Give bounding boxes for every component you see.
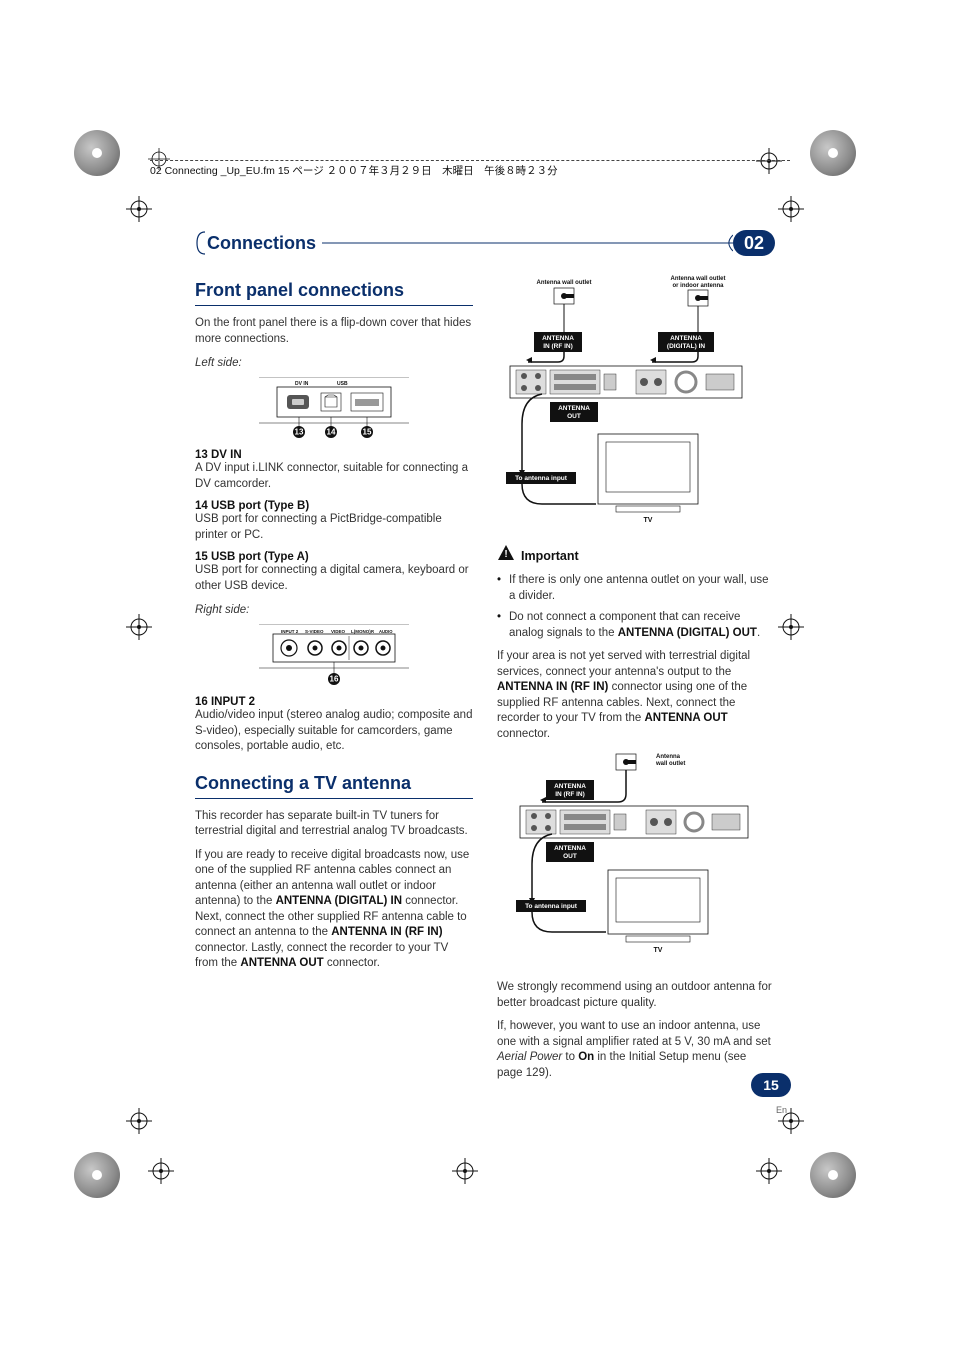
svg-text:!: ! [504,549,507,560]
svg-text:IN (RF IN): IN (RF IN) [543,343,573,350]
svg-text:(DIGITAL) IN: (DIGITAL) IN [667,343,705,350]
chapter-bar: Connections 02 [195,230,775,256]
bullet-2: Do not connect a component that can rece… [497,610,775,641]
reg-mark-right-mid [778,614,804,640]
important-row: ! Important [497,544,775,567]
page-number-pill: 15 [751,1073,791,1097]
svg-text:OUT: OUT [563,853,577,860]
reg-mark-left-bot [126,1108,152,1134]
d1-wall-left: Antenna wall outlet [536,280,591,286]
fig2-r: R [371,629,374,634]
right-side-label: Right side: [195,604,473,616]
d1-to-ant: To antenna input [515,475,568,482]
important-bullets: If there is only one antenna outlet on y… [497,573,775,641]
rp3-i: Aerial Power [497,1051,562,1063]
item13-heading: 13 DV IN [195,449,473,461]
figure-antenna-2: Antenna wall outlet ANTENNA IN (RF IN) [497,750,775,970]
svg-text:ANTENNA: ANTENNA [542,335,574,342]
rp3-bold: On [578,1051,594,1063]
right-p3: If, however, you want to use an indoor a… [497,1019,775,1081]
d1-wall-right-2: or indoor antenna [673,283,725,289]
conn-p2-b3: ANTENNA OUT [240,957,323,969]
bullet2-bold: ANTENNA (DIGITAL) OUT [618,627,757,639]
svg-text:ANTENNA: ANTENNA [670,335,702,342]
d1-tv: TV [644,517,653,524]
corner-disc-bl [74,1152,120,1198]
header-spec-line: 02 Connecting _Up_EU.fm 15 ページ ２００７年３月２９… [150,160,790,178]
figure-front-right: INPUT 2 S-VIDEO VIDEO L(MONO) R AUDIO [195,624,473,686]
conn-p1: This recorder has separate built-in TV t… [195,809,473,840]
reg-mark-bot-left2 [148,1158,174,1184]
rp1a: If your area is not yet served with terr… [497,650,750,678]
front-intro: On the front panel there is a flip-down … [195,316,473,347]
d2-to-ant: To antenna input [525,903,578,910]
chapter-number: 02 [733,230,775,256]
reg-mark-bot-right2 [756,1158,782,1184]
important-label: Important [521,549,579,563]
chapter-divider [322,231,733,255]
callout-16: 16 [330,675,339,684]
corner-disc-tl [74,130,120,176]
rp1-b1: ANTENNA IN (RF IN) [497,681,608,693]
callout-13: 13 [295,428,304,437]
item16-heading: 16 INPUT 2 [195,696,473,708]
reg-mark-right-top [778,196,804,222]
chapter-bracket-left [195,230,207,256]
corner-disc-br [810,1152,856,1198]
figure-front-left: DV IN USB [195,377,473,439]
reg-mark-bot-center [452,1158,478,1184]
fig2-audio: AUDIO [379,629,393,634]
right-column: Antenna wall outlet Antenna wall outlet … [497,274,775,1089]
item16-body: Audio/video input (stereo analog audio; … [195,708,473,755]
page-content: Connections 02 Front panel connections O… [195,230,775,1089]
svg-text:ANTENNA: ANTENNA [558,405,590,412]
rp3a: If, however, you want to use an indoor a… [497,1020,771,1048]
fig-label-usb: USB [337,381,348,387]
reg-mark-left-mid [126,614,152,640]
callout-14: 14 [327,428,336,437]
heading-front-panel: Front panel connections [195,280,473,306]
svg-text:ANTENNA: ANTENNA [554,783,586,790]
left-side-label: Left side: [195,357,473,369]
reg-mark-left-top [126,196,152,222]
conn-p2d: connector. [324,957,380,969]
right-p1: If your area is not yet served with terr… [497,649,775,742]
d2-wall-2: wall outlet [655,761,685,767]
item15-heading: 15 USB port (Type A) [195,551,473,563]
item15-body: USB port for connecting a digital camera… [195,563,473,594]
svg-text:IN (RF IN): IN (RF IN) [555,791,585,798]
svg-text:OUT: OUT [567,413,581,420]
d2-wall-1: Antenna [656,754,681,760]
chapter-title: Connections [207,233,322,254]
figure-antenna-1: Antenna wall outlet Antenna wall outlet … [497,274,775,534]
callout-15: 15 [363,428,372,437]
rp1-b2: ANTENNA OUT [644,712,727,724]
fig2-video: VIDEO [331,629,346,634]
right-p2: We strongly recommend using an outdoor a… [497,980,775,1011]
conn-p2: If you are ready to receive digital broa… [195,848,473,972]
fig-label-dvin: DV IN [295,381,309,387]
d2-tv: TV [654,947,663,954]
page-lang: En [776,1105,787,1115]
conn-p2-b2: ANTENNA IN (RF IN) [331,926,442,938]
fig2-svideo: S-VIDEO [305,629,324,634]
item14-heading: 14 USB port (Type B) [195,500,473,512]
rp3b: to [562,1051,578,1063]
heading-connecting-tv: Connecting a TV antenna [195,773,473,799]
d1-wall-right-1: Antenna wall outlet [670,276,725,282]
header-spec-text: 02 Connecting _Up_EU.fm 15 ページ ２００７年３月２９… [150,165,558,177]
bullet2b: . [757,627,760,639]
item13-body: A DV input i.LINK connector, suitable fo… [195,461,473,492]
corner-disc-tr [810,130,856,176]
fig2-lmono: L(MONO) [351,629,371,634]
svg-text:ANTENNA: ANTENNA [554,845,586,852]
conn-p2-b1: ANTENNA (DIGITAL) IN [276,895,402,907]
rp1c: connector. [497,728,550,740]
item14-body: USB port for connecting a PictBridge-com… [195,512,473,543]
left-column: Front panel connections On the front pan… [195,274,473,1089]
fig2-input2: INPUT 2 [281,629,299,634]
warning-icon: ! [497,544,515,567]
bullet-1: If there is only one antenna outlet on y… [497,573,775,604]
